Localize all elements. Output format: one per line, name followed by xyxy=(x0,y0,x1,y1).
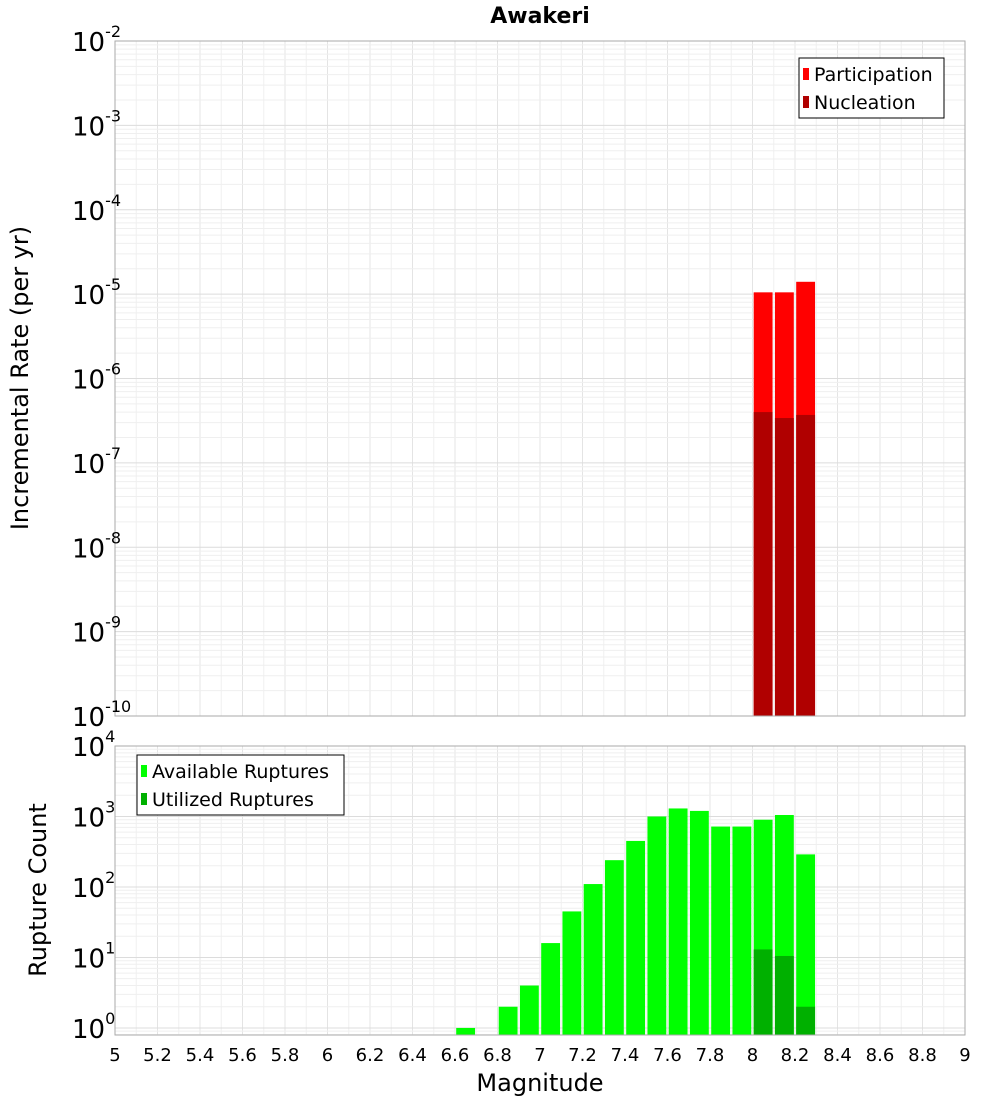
y-tick-label: 100 xyxy=(72,1009,115,1045)
y-tick-label: 103 xyxy=(72,797,115,833)
x-tick-label: 8.6 xyxy=(866,1045,895,1066)
count-y-ticks: 104 103 102 101 100 xyxy=(72,727,115,1045)
y-tick-label: 102 xyxy=(72,868,115,904)
y-tick-label: 101 xyxy=(72,938,115,974)
x-tick-label: 5 xyxy=(109,1045,120,1066)
x-tick-label: 7.8 xyxy=(696,1045,725,1066)
rate-panel: 10-2 10-3 10-4 10-5 10-6 10-7 10-8 10-9 10-10 In… xyxy=(6,22,966,733)
count-plot-border xyxy=(114,745,966,1036)
rate-bars xyxy=(753,281,816,716)
legend-swatch xyxy=(803,96,809,108)
x-tick-label: 8.8 xyxy=(908,1045,937,1066)
x-axis-ticks: 5 5.2 5.4 5.6 5.8 6 6.2 6.4 6.6 6.8 7 7.2 7.4 7.6 7.8 8… xyxy=(109,1045,970,1066)
x-tick-label: 6.6 xyxy=(441,1045,470,1066)
x-tick-label: 6.8 xyxy=(483,1045,512,1066)
legend-label: Participation xyxy=(814,64,933,86)
bar-available-ruptures xyxy=(711,826,731,1035)
x-tick-label: 8.2 xyxy=(781,1045,810,1066)
legend-label: Nucleation xyxy=(814,92,916,114)
x-tick-label: 6.4 xyxy=(398,1045,427,1066)
y-tick-label: 10-10 xyxy=(72,697,131,733)
y-tick-label: 10-8 xyxy=(72,528,121,564)
x-axis-label: Magnitude xyxy=(476,1069,603,1097)
rate-plot-border xyxy=(114,40,966,717)
bar-nucleation xyxy=(774,418,794,716)
y-tick-label: 104 xyxy=(72,727,115,763)
x-tick-label: 6.2 xyxy=(356,1045,385,1066)
bar-utilized-ruptures xyxy=(774,955,794,1035)
legend-label: Utilized Ruptures xyxy=(152,789,314,811)
y-tick-label: 10-4 xyxy=(72,191,121,227)
rate-y-ticks: 10-2 10-3 10-4 10-5 10-6 10-7 10-8 10-9 10-10 xyxy=(72,22,131,733)
bar-available-ruptures xyxy=(604,860,624,1035)
x-tick-label: 7.4 xyxy=(611,1045,640,1066)
bar-available-ruptures xyxy=(689,810,709,1035)
legend-swatch xyxy=(803,68,809,80)
bar-nucleation xyxy=(753,412,773,716)
bar-available-ruptures xyxy=(541,943,561,1035)
x-tick-label: 7.6 xyxy=(653,1045,682,1066)
legend-label: Available Ruptures xyxy=(152,761,329,783)
bar-nucleation xyxy=(796,414,816,716)
count-bars xyxy=(456,808,816,1035)
bar-available-ruptures xyxy=(668,808,688,1035)
legend-box xyxy=(136,754,345,816)
x-tick-label: 9 xyxy=(959,1045,970,1066)
bar-utilized-ruptures xyxy=(796,1006,816,1035)
bar-available-ruptures xyxy=(498,1006,518,1035)
rate-legend: Participation Nucleation xyxy=(798,57,945,119)
x-tick-label: 8 xyxy=(747,1045,758,1066)
y-tick-label: 10-6 xyxy=(72,360,121,396)
chart-title: Awakeri xyxy=(490,4,590,29)
bar-available-ruptures xyxy=(626,840,646,1035)
x-tick-label: 6 xyxy=(322,1045,333,1066)
bar-utilized-ruptures xyxy=(753,949,773,1035)
y-tick-label: 10-2 xyxy=(72,22,121,58)
rupture-count-panel: 104 103 102 101 100 Rupture Count Available … xyxy=(24,727,966,1045)
bar-available-ruptures xyxy=(456,1027,476,1035)
x-tick-label: 7.2 xyxy=(568,1045,597,1066)
legend-box xyxy=(798,57,945,119)
count-y-axis-label: Rupture Count xyxy=(24,803,52,977)
rate-y-axis-label: Incremental Rate (per yr) xyxy=(6,226,34,530)
x-tick-label: 5.4 xyxy=(186,1045,215,1066)
x-tick-label: 5.6 xyxy=(228,1045,257,1066)
x-tick-label: 5.2 xyxy=(143,1045,172,1066)
y-tick-label: 10-9 xyxy=(72,613,121,649)
rate-grid xyxy=(114,41,966,717)
bar-available-ruptures xyxy=(647,816,667,1035)
bar-available-ruptures xyxy=(796,854,816,1035)
x-tick-label: 8.4 xyxy=(823,1045,852,1066)
x-tick-label: 7 xyxy=(534,1045,545,1066)
x-tick-label: 5.8 xyxy=(271,1045,300,1066)
y-tick-label: 10-3 xyxy=(72,106,121,142)
count-legend: Available Ruptures Utilized Ruptures xyxy=(136,754,345,816)
legend-swatch xyxy=(141,793,147,805)
bar-available-ruptures xyxy=(562,911,582,1035)
bar-available-ruptures xyxy=(583,884,603,1035)
legend-swatch xyxy=(141,765,147,777)
y-tick-label: 10-5 xyxy=(72,275,121,311)
bar-available-ruptures xyxy=(732,826,752,1035)
y-tick-label: 10-7 xyxy=(72,444,121,480)
bar-available-ruptures xyxy=(519,985,539,1035)
